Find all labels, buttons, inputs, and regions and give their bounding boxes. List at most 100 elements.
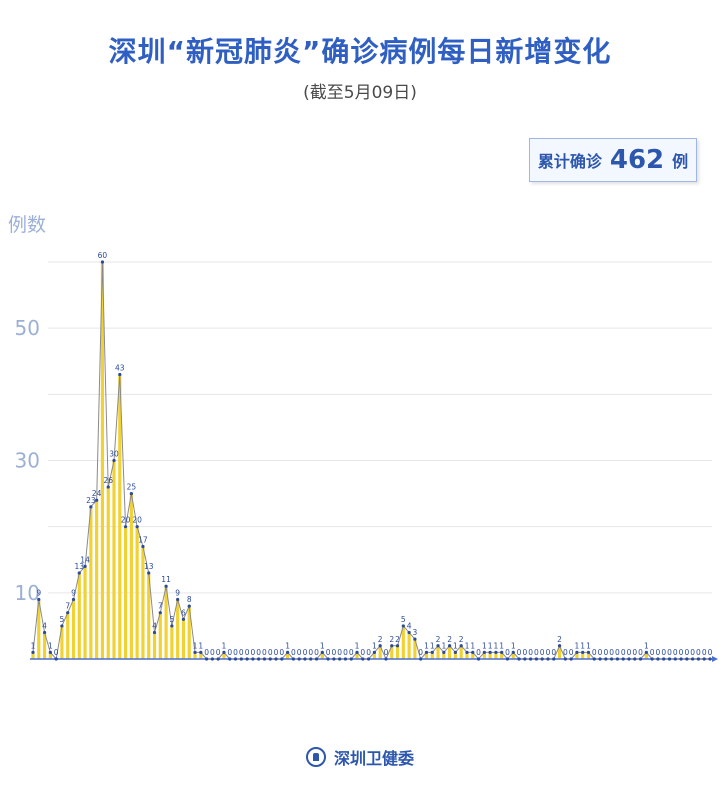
data-point (633, 657, 637, 661)
data-point (604, 657, 608, 661)
data-label: 2 (378, 635, 383, 644)
data-point (170, 624, 174, 628)
data-point (424, 650, 429, 654)
bar (320, 652, 324, 659)
bar (372, 652, 376, 659)
data-label: 0 (291, 648, 296, 657)
data-point (517, 657, 521, 661)
data-point (534, 657, 539, 661)
data-point (274, 657, 278, 661)
data-label: 1 (193, 641, 198, 650)
data-point (320, 650, 324, 654)
data-point (222, 650, 226, 654)
bar (430, 652, 434, 659)
data-label: 0 (592, 648, 597, 657)
data-label: 0 (702, 648, 707, 657)
data-label: 2 (389, 635, 394, 644)
data-point (257, 657, 261, 661)
data-label: 1 (198, 641, 203, 650)
data-label: 9 (175, 588, 180, 597)
data-point (552, 657, 556, 661)
data-label: 60 (98, 251, 108, 260)
data-point (638, 657, 643, 661)
data-label: 1 (453, 641, 458, 650)
chart-title: 深圳“新冠肺炎”确诊病例每日新增变化 (108, 35, 612, 68)
data-label: 25 (127, 483, 137, 492)
data-label: 0 (551, 648, 556, 657)
bar (413, 639, 417, 659)
y-tick-label: 10 (15, 581, 40, 605)
data-point (158, 611, 162, 615)
data-label: 0 (343, 648, 348, 657)
data-point (685, 657, 689, 661)
data-label: 0 (268, 648, 273, 657)
data-point (106, 485, 110, 489)
bar (557, 645, 562, 659)
bar (31, 652, 35, 659)
data-point (494, 650, 498, 654)
data-label: 0 (656, 648, 661, 657)
bar (112, 460, 116, 659)
data-label: 1 (499, 641, 504, 650)
data-label: 0 (314, 648, 319, 657)
data-point (176, 597, 180, 602)
bar (42, 632, 47, 659)
data-point (627, 657, 631, 661)
data-label: 1 (580, 641, 585, 650)
data-point (129, 491, 133, 496)
data-point (546, 657, 550, 661)
data-label: 1 (644, 641, 649, 650)
data-label: 1 (511, 641, 516, 650)
data-label: 1 (222, 641, 227, 650)
data-label: 2 (447, 635, 452, 644)
bar (222, 652, 226, 659)
data-label: 1 (586, 641, 591, 650)
bar (187, 606, 191, 659)
bar (644, 652, 648, 659)
data-label: 0 (667, 648, 672, 657)
data-label: 0 (563, 648, 568, 657)
data-label: 0 (673, 648, 678, 657)
data-label: 5 (169, 615, 174, 624)
data-label: 7 (65, 602, 70, 611)
data-point (285, 650, 290, 654)
data-point (430, 650, 434, 654)
data-point (48, 650, 52, 654)
bar (459, 645, 463, 659)
bar (66, 612, 70, 659)
health-commission-logo-icon (305, 747, 326, 767)
data-label: 14 (80, 555, 90, 564)
bar (100, 262, 105, 659)
data-label: 4 (42, 622, 47, 631)
data-label: 20 (121, 516, 131, 525)
data-label: 17 (138, 536, 148, 545)
data-label: 0 (331, 648, 336, 657)
data-point (349, 657, 353, 661)
data-label: 20 (132, 516, 142, 525)
data-point (71, 597, 76, 602)
data-point (465, 650, 469, 654)
data-point (436, 644, 440, 648)
data-label: 1 (372, 641, 377, 650)
bar (176, 599, 180, 659)
data-label: 0 (326, 648, 331, 657)
data-label: 0 (216, 648, 221, 657)
data-point (569, 657, 573, 661)
data-label: 9 (36, 588, 41, 597)
data-point (135, 525, 139, 529)
data-label: 0 (366, 648, 371, 657)
data-label: 0 (569, 648, 574, 657)
data-point (268, 657, 272, 661)
data-label: 1 (470, 641, 475, 650)
data-point (575, 650, 579, 654)
data-point (343, 657, 348, 661)
data-label: 0 (650, 648, 655, 657)
trend-line (32, 261, 710, 661)
bar (48, 652, 52, 659)
data-point (228, 657, 232, 661)
data-point (500, 650, 504, 654)
bar (500, 652, 504, 659)
bar (123, 526, 128, 659)
bar (286, 652, 290, 659)
bar (511, 652, 515, 659)
